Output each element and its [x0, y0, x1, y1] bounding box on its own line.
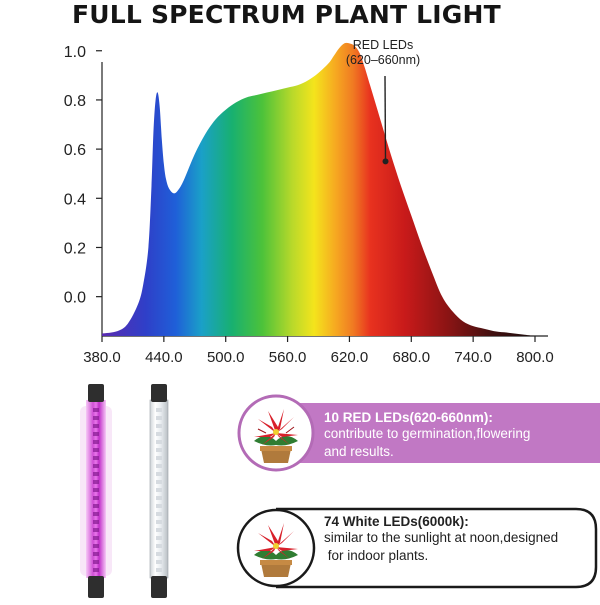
x-tick-label: 740.0 [454, 349, 492, 366]
purple-led-dot [93, 448, 99, 452]
white-led-dot [156, 504, 162, 508]
x-tick-label: 440.0 [145, 349, 183, 366]
x-tick-label: 560.0 [269, 349, 307, 366]
white-card-line-2: for indoor plants. [324, 548, 429, 563]
white-led-dot [156, 408, 162, 412]
y-tick-label: 0.0 [64, 290, 86, 307]
y-tick-label: 0.8 [64, 93, 86, 110]
red-card-banner [274, 403, 600, 463]
y-tick-label: 1.0 [64, 44, 86, 61]
purple-led-dot [93, 432, 99, 436]
white-led-dot [156, 512, 162, 516]
purple-led-dot [93, 568, 99, 572]
white-led-bar [149, 384, 169, 598]
spectrum-area-layer [102, 42, 535, 337]
red-card-line-2: and results. [324, 444, 394, 459]
annotation-layer: RED LEDs(620–660nm) [346, 38, 420, 165]
white-led-dot [156, 416, 162, 420]
white-led-dot [156, 520, 162, 524]
x-tick-label: 680.0 [393, 349, 431, 366]
white-led-dot [156, 440, 162, 444]
purple-led-dot [93, 520, 99, 524]
annotation-label-line-2: (620–660nm) [346, 53, 420, 67]
purple-led-dot [93, 536, 99, 540]
purple-led-dot [93, 552, 99, 556]
white-card-frame [276, 507, 598, 589]
x-tick-label: 620.0 [331, 349, 369, 366]
purple-led-dot [93, 408, 99, 412]
page-title: FULL SPECTRUM PLANT LIGHT [72, 0, 501, 29]
red-card-line-1: contribute to germination,flowering [324, 426, 531, 441]
purple-led-dot [93, 544, 99, 548]
led-bars [70, 378, 190, 600]
purple-led-dot [93, 560, 99, 564]
purple-led-dot [93, 440, 99, 444]
purple-led-dot [93, 488, 99, 492]
purple-led-dot [93, 472, 99, 476]
purple-led-dot [93, 416, 99, 420]
white-leds-card: 74 White LEDs(6000k): similar to the sun… [236, 505, 600, 590]
y-tick-label: 0.6 [64, 142, 86, 159]
white-led-dot [156, 488, 162, 492]
white-led-dot [156, 448, 162, 452]
x-tick-label: 800.0 [516, 349, 554, 366]
poinsettia-plant-icon [254, 523, 298, 577]
annotation-label-line-1: RED LEDs [353, 38, 413, 52]
white-led-dot [156, 528, 162, 532]
red-leds-card: 10 RED LEDs(620-660nm): contribute to ge… [236, 393, 600, 473]
white-led-dot [156, 552, 162, 556]
purple-led-dot [93, 480, 99, 484]
white-led-dot [156, 432, 162, 436]
y-tick-label: 0.4 [64, 191, 86, 208]
x-tick-label: 380.0 [83, 349, 121, 366]
chart-axes: 1.0 0.8 0.6 0.4 0.2 0.0 380.0 440.0 500.0 560.0 62… [64, 44, 554, 366]
white-led-dot [156, 424, 162, 428]
white-card-heading: 74 White LEDs(6000k): [324, 514, 469, 529]
purple-led-dot [93, 456, 99, 460]
spectrum-chart: 1.0 0.8 0.6 0.4 0.2 0.0 380.0 440.0 500.0 560.0 62… [64, 38, 554, 366]
white-led-dot [156, 472, 162, 476]
purple-led-dot [93, 496, 99, 500]
purple-led-dot [93, 424, 99, 428]
white-led-dot [156, 544, 162, 548]
purple-led-bar [80, 384, 112, 598]
poinsettia-plant-icon [254, 409, 298, 463]
purple-led-dot [93, 504, 99, 508]
white-led-dot [156, 496, 162, 500]
red-card-heading: 10 RED LEDs(620-660nm): [324, 410, 493, 425]
white-led-dot [156, 560, 162, 564]
white-led-dot [156, 536, 162, 540]
white-led-dot [156, 568, 162, 572]
annotation-leader-line [384, 75, 387, 162]
white-led-dot [156, 456, 162, 460]
purple-led-dot [93, 528, 99, 532]
purple-led-dot [93, 512, 99, 516]
y-tick-label: 0.2 [64, 240, 86, 257]
white-led-dot [156, 480, 162, 484]
x-tick-label: 500.0 [207, 349, 245, 366]
annotation-point [382, 158, 389, 165]
white-card-line-1: similar to the sunlight at noon,designed [324, 530, 559, 545]
spectrum-area [102, 42, 535, 337]
purple-led-dot [93, 464, 99, 468]
white-led-dot [156, 464, 162, 468]
